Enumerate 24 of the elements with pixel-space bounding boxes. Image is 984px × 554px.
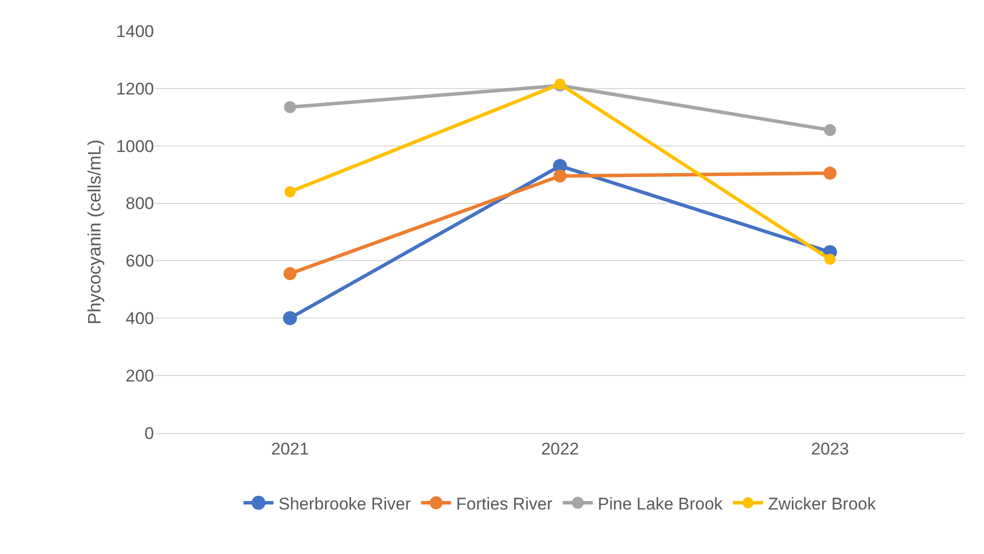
point — [824, 124, 836, 136]
x-tick-label: 2021 — [271, 439, 309, 458]
y-tick-label: 0 — [144, 424, 154, 443]
point — [824, 166, 836, 180]
legend-label: Sherbrooke River — [278, 494, 412, 514]
y-axis-title: Phycocyanin (cells/mL) — [84, 139, 104, 325]
legend-label: Pine Lake Brook — [598, 494, 724, 514]
x-tick-label: 2022 — [541, 439, 579, 458]
legend-label: Zwicker Brook — [768, 494, 876, 514]
y-tick-label: 1400 — [116, 22, 154, 41]
point — [284, 267, 296, 280]
y-tick-label: 1000 — [116, 136, 154, 156]
point — [554, 170, 566, 183]
point — [824, 254, 836, 265]
x-tick-label: 2023 — [811, 439, 849, 458]
y-tick-label: 800 — [126, 194, 154, 214]
y-tick-label: 400 — [126, 309, 154, 328]
y-tick-label: 1200 — [116, 79, 154, 98]
point — [284, 101, 296, 114]
legend-label: Forties River — [456, 494, 553, 514]
point — [284, 186, 296, 198]
y-tick-label: 200 — [126, 366, 154, 386]
point — [283, 311, 297, 326]
y-tick-label: 600 — [126, 252, 154, 271]
